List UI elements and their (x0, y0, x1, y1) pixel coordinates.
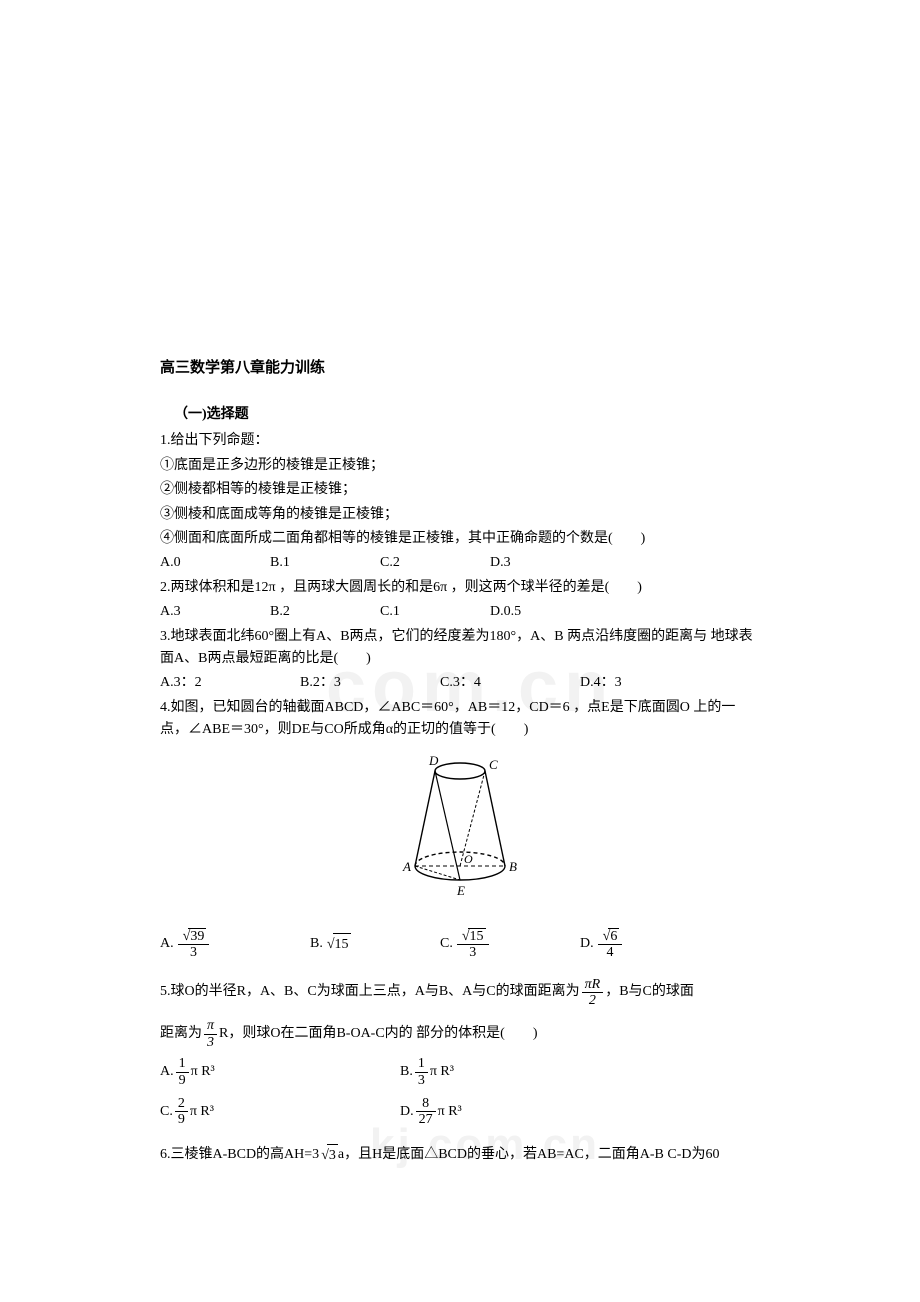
q2-optA: A.3 (160, 601, 270, 623)
q3-optB: B.2：3 (300, 672, 440, 694)
q2-optD: D.0.5 (490, 601, 600, 623)
svg-text:C: C (489, 757, 498, 772)
q4-optB-label: B. (310, 933, 323, 955)
q4-optB-sqrt: 15 (325, 933, 351, 956)
q2-options: A.3 B.2 C.1 D.0.5 (160, 601, 760, 623)
q4-line1: 4.如图，已知圆台的轴截面ABCD，∠ABC＝60°，AB＝12，CD＝6 ，点… (160, 697, 760, 742)
q5-optD-label: D. (400, 1101, 414, 1123)
q1-options: A.0 B.1 C.2 D.3 (160, 552, 760, 574)
q4-options: A. 39 3 B. 15 C. 15 3 D. 6 4 (160, 928, 760, 961)
q3-line1: 3.地球表面北纬60°圈上有A、B两点，它们的经度差为180°，A、B 两点沿纬… (160, 626, 760, 671)
q5-optC-label: C. (160, 1101, 173, 1123)
page-title: 高三数学第八章能力训练 (160, 356, 760, 380)
q4-optD-label: D. (580, 933, 594, 955)
q1-line3: ②侧棱都相等的棱锥是正棱锥； (160, 479, 760, 501)
q1-line5: ④侧面和底面所成二面角都相等的棱锥是正棱锥，其中正确命题的个数是( ) (160, 528, 760, 550)
q2-line1: 2.两球体积和是12π ，且两球大圆周长的和是6π ，则这两个球半径的差是( ) (160, 577, 760, 599)
q1-optA: A.0 (160, 552, 270, 574)
q1-line2: ①底面是正多边形的棱锥是正棱锥； (160, 455, 760, 477)
q5-line1: 5.球O的半径R，A、B、C为球面上三点，A与B、A与C的球面距离为 πR 2 … (160, 977, 694, 1009)
q4-optC-frac: 15 3 (457, 928, 489, 961)
q5-optA-suffix: π R³ (191, 1061, 215, 1083)
q5-optD-suffix: π R³ (438, 1101, 462, 1123)
svg-text:B: B (509, 859, 517, 874)
svg-text:O: O (464, 852, 473, 866)
section-heading: （一)选择题 (160, 404, 760, 426)
q5-optA-label: A. (160, 1061, 174, 1083)
q2-optC: C.1 (380, 601, 490, 623)
q3-optC: C.3：4 (440, 672, 580, 694)
q3-optD: D.4：3 (580, 672, 720, 694)
q3-options: A.3：2 B.2：3 C.3：4 D.4：3 (160, 672, 760, 694)
q5-optB-label: B. (400, 1061, 413, 1083)
q4-figure: D C A B E O (160, 751, 760, 909)
q1-optD: D.3 (490, 552, 600, 574)
q1-optB: B.1 (270, 552, 380, 574)
frustum-diagram-icon: D C A B E O (385, 751, 535, 901)
q4-optA-label: A. (160, 933, 174, 955)
q1-line4: ③侧棱和底面成等角的棱锥是正棱锥； (160, 504, 760, 526)
q5-optB-suffix: π R³ (430, 1061, 454, 1083)
q5-options: A. 19 π R³ B. 13 π R³ C. 29 π R³ D. 827 … (160, 1056, 760, 1128)
q1-optC: C.2 (380, 552, 490, 574)
q4-optC-label: C. (440, 933, 453, 955)
q2-optB: B.2 (270, 601, 380, 623)
q6-line1: 6.三棱锥A-BCD的高AH=3 3 a，且H是底面△BCD的垂心，若AB=AC… (160, 1144, 720, 1167)
svg-text:D: D (428, 753, 439, 768)
q1-line1: 1.给出下列命题： (160, 430, 760, 452)
q4-optA-frac: 39 3 (178, 928, 210, 961)
q3-optA: A.3：2 (160, 672, 300, 694)
q4-optD-frac: 6 4 (598, 928, 623, 961)
svg-text:E: E (456, 883, 465, 898)
q5-line2: 距离为 π 3 R，则球O在二面角B-OA-C内的 部分的体积是( ) (160, 1018, 538, 1050)
svg-text:A: A (402, 859, 411, 874)
q5-optC-suffix: π R³ (190, 1101, 214, 1123)
